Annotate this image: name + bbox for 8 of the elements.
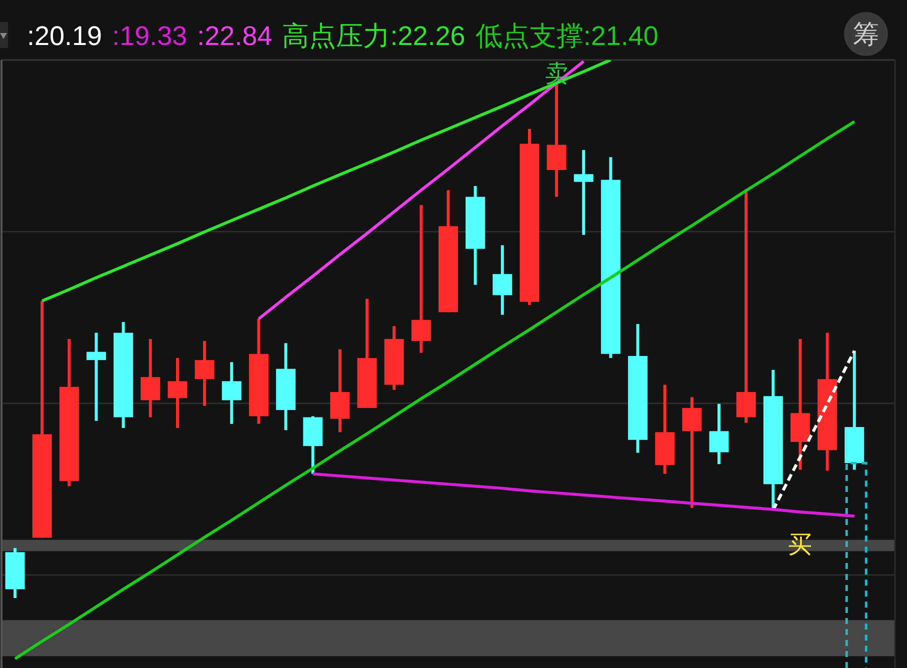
button: 筹 <box>844 12 888 56</box>
signal-label: 买 <box>788 532 812 558</box>
legend-item: :20.19 <box>27 21 102 51</box>
legend-item: :19.33 <box>112 21 188 51</box>
legend-item: 低点支撑:21.40 <box>475 21 658 51</box>
legend-item: :22.84 <box>197 21 272 51</box>
legend-item: 高点压力:22.26 <box>282 21 466 51</box>
signal-label: 卖 <box>545 60 569 88</box>
